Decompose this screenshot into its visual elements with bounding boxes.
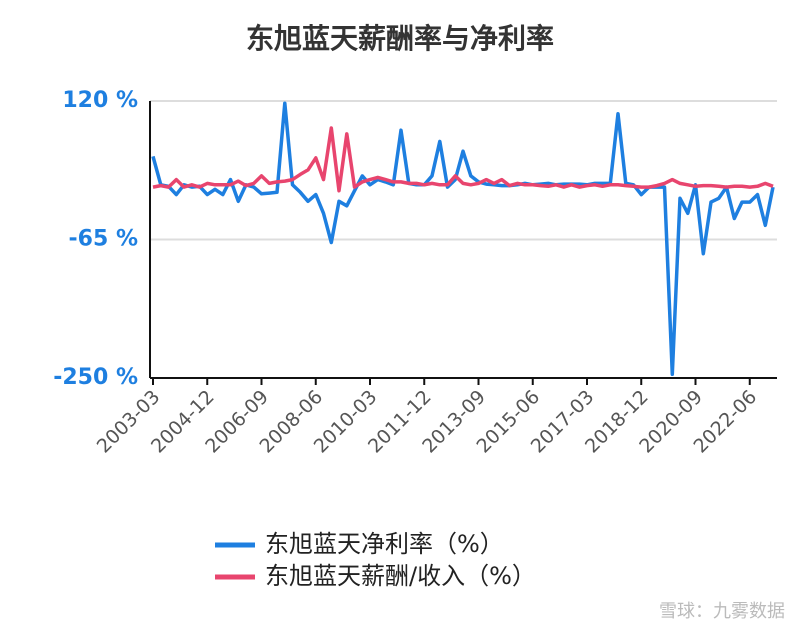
chart-title: 东旭蓝天薪酬率与净利率 (246, 22, 554, 55)
legend-label: 东旭蓝天薪酬/收入（%） (265, 562, 536, 590)
y-tick-label: -250 % (53, 365, 138, 390)
series-line (151, 101, 775, 377)
y-tick-label: -65 % (69, 227, 138, 252)
legend-label: 东旭蓝天净利率（%） (265, 530, 504, 558)
watermark: 雪球：九雾数据 (659, 601, 785, 622)
y-tick-label: 120 % (62, 88, 138, 113)
series-line (152, 126, 774, 193)
